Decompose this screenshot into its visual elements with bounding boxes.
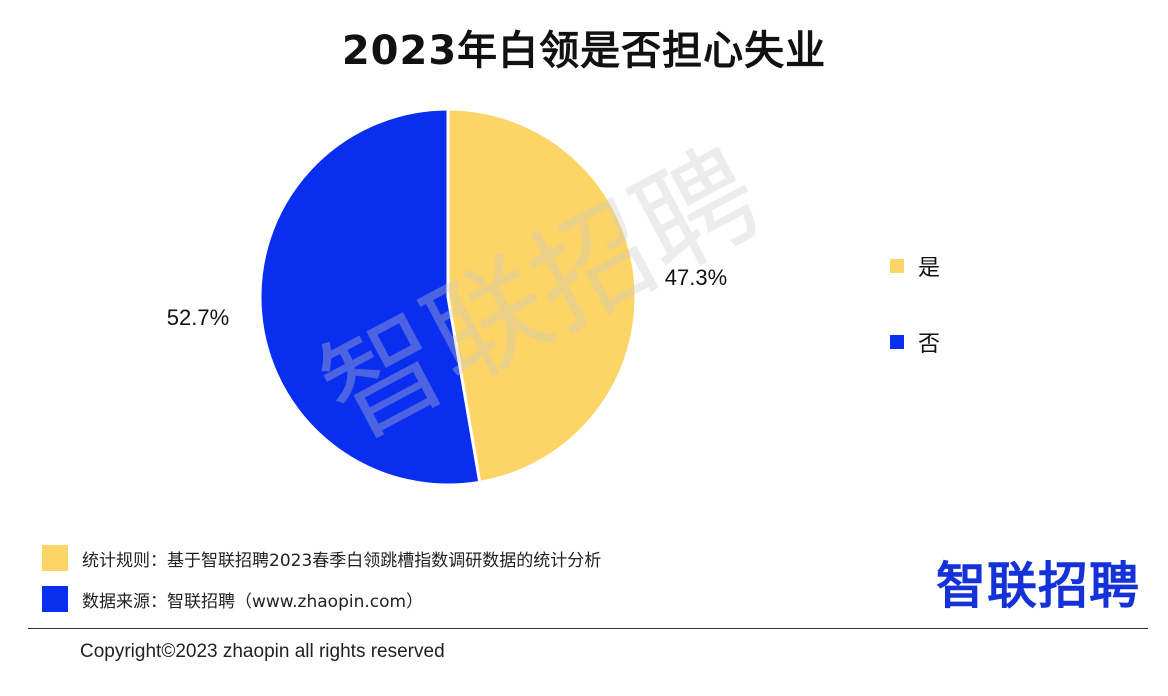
stat-rule-text: 统计规则：基于智联招聘2023春季白领跳槽指数调研数据的统计分析 xyxy=(82,550,602,571)
legend-label-1: 是 xyxy=(918,256,941,281)
note-swatch-blue xyxy=(42,586,68,612)
legend-swatch-1 xyxy=(890,259,904,273)
chart-title: 2023年白领是否担心失业 xyxy=(341,28,827,74)
pie-slice-1 xyxy=(446,107,638,485)
footer-divider xyxy=(28,628,1148,629)
pie-slice-2 xyxy=(258,107,482,487)
pie-chart: 47.3%52.7% 智联招聘 xyxy=(167,107,782,487)
copyright-text: Copyright©2023 zhaopin all rights reserv… xyxy=(80,641,445,662)
legend-item-1: 是 xyxy=(890,250,940,282)
stat-rule-note: 统计规则：基于智联招聘2023春季白领跳槽指数调研数据的统计分析 xyxy=(42,545,601,571)
legend-item-2: 否 xyxy=(890,326,940,358)
note-swatch-yellow xyxy=(42,545,68,571)
zhaopin-logo: 智联招聘 xyxy=(936,557,1140,615)
legend-label-2: 否 xyxy=(918,332,941,357)
legend-swatch-2 xyxy=(890,335,904,349)
data-source-note: 数据来源：智联招聘（www.zhaopin.com） xyxy=(42,586,423,612)
slice-data-label-2: 52.7% xyxy=(167,305,229,330)
slice-data-label-1: 47.3% xyxy=(665,265,727,290)
data-source-text: 数据来源：智联招聘（www.zhaopin.com） xyxy=(82,591,424,612)
